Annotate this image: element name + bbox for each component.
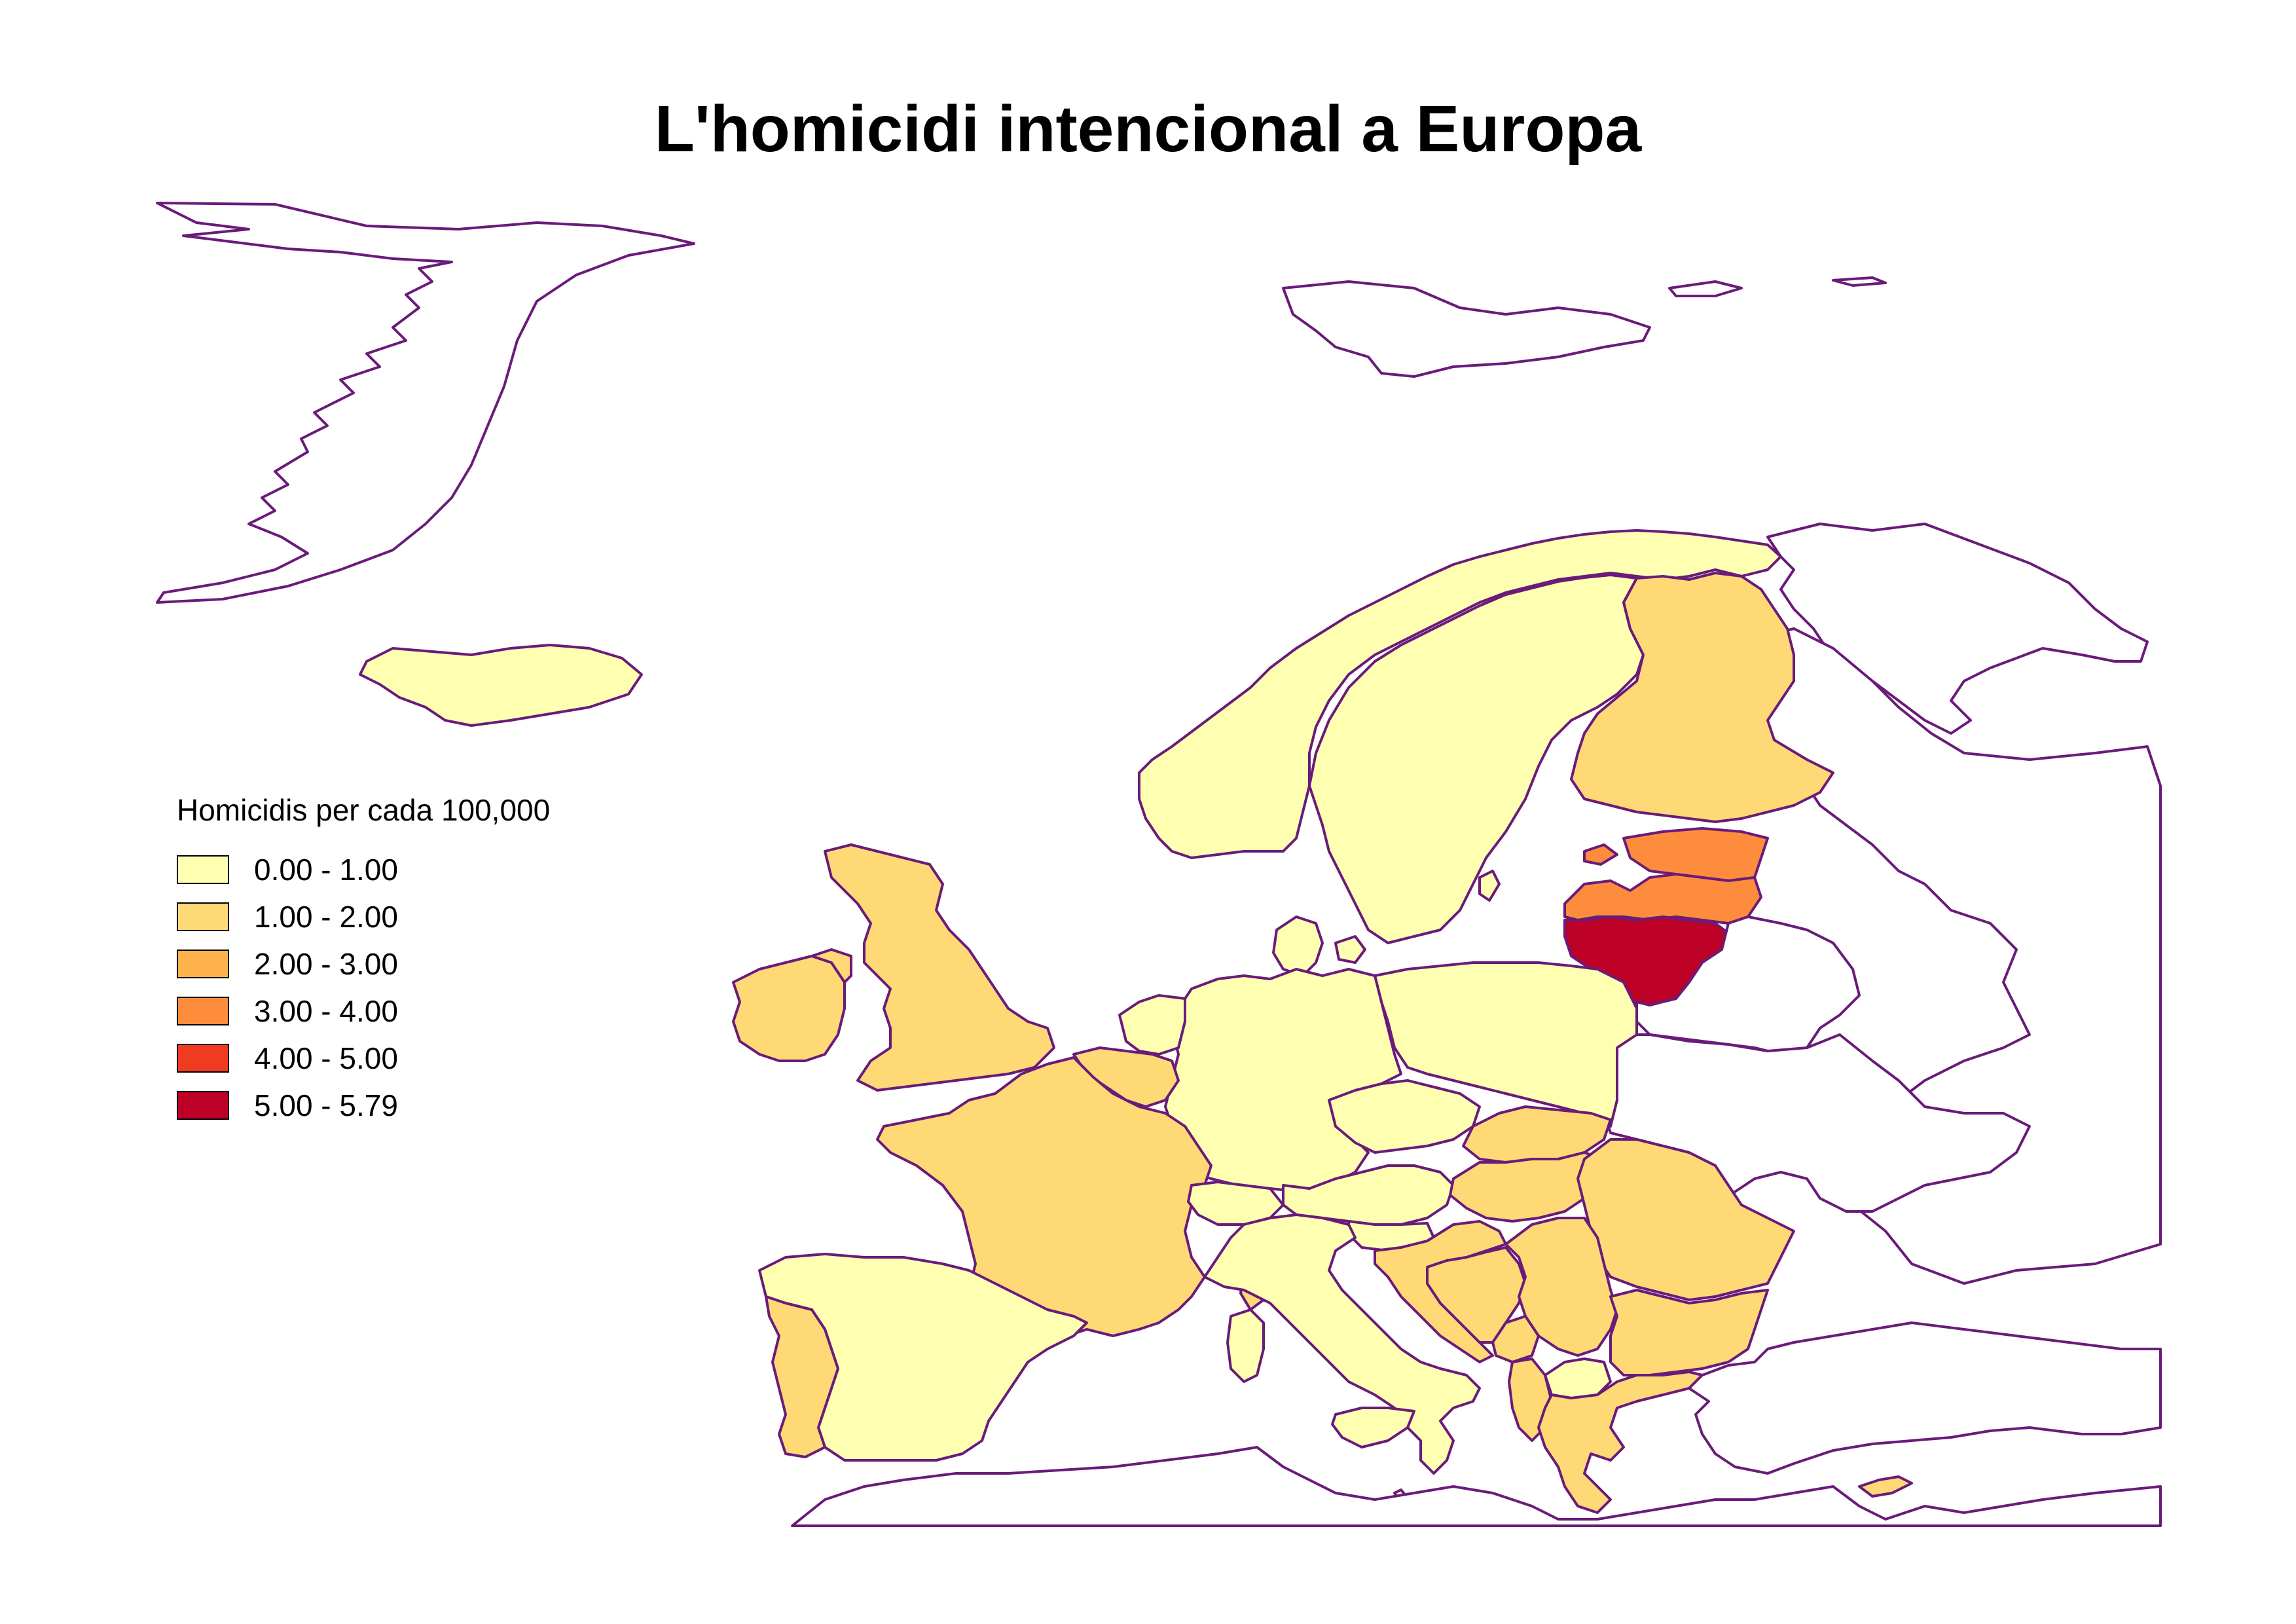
region-sweden <box>1308 574 1645 944</box>
legend-swatch <box>177 855 229 884</box>
legend-label: 0.00 - 1.00 <box>254 853 398 887</box>
region-svalbard <box>1282 280 1651 378</box>
legend-item: 1.00 - 2.00 <box>177 893 550 940</box>
legend-label: 1.00 - 2.00 <box>254 900 398 934</box>
legend-swatch <box>177 1091 229 1120</box>
legend-swatch <box>177 997 229 1025</box>
region-northern-ireland <box>811 948 852 984</box>
map-legend: Homicidis per cada 100,000 0.00 - 1.00 1.… <box>177 792 550 1129</box>
region-uk <box>824 843 1055 1092</box>
region-montenegro <box>1491 1315 1540 1363</box>
region-greenland <box>156 202 695 604</box>
region-estonia <box>1622 827 1769 882</box>
region-netherlands <box>1118 994 1186 1056</box>
region-norway <box>1138 529 1782 859</box>
region-france <box>876 1056 1212 1344</box>
region-gotland <box>1478 870 1501 902</box>
region-italy <box>1203 1213 1481 1475</box>
region-denmark <box>1272 915 1324 977</box>
map-regions <box>156 202 2162 1527</box>
region-sardinia <box>1226 1308 1265 1383</box>
region-cyprus <box>1858 1475 1913 1498</box>
region-bosnia <box>1426 1246 1527 1344</box>
legend-item: 4.00 - 5.00 <box>177 1035 550 1082</box>
region-estonia-isle <box>1583 843 1618 866</box>
region-iceland <box>359 644 643 727</box>
region-portugal <box>765 1295 839 1458</box>
legend-swatch <box>177 950 229 978</box>
legend-items: 0.00 - 1.00 1.00 - 2.00 2.00 - 3.00 3.00 - … <box>177 846 550 1129</box>
legend-swatch <box>177 902 229 931</box>
region-turkey <box>1688 1321 2162 1475</box>
region-greece <box>1537 1371 1704 1514</box>
region-sicily <box>1331 1407 1415 1449</box>
legend-item: 3.00 - 4.00 <box>177 987 550 1035</box>
region-svalbard-east <box>1668 280 1743 297</box>
region-denmark-zealand <box>1334 935 1366 964</box>
legend-label: 5.00 - 5.79 <box>254 1088 398 1122</box>
legend-label: 3.00 - 4.00 <box>254 994 398 1028</box>
legend-label: 2.00 - 3.00 <box>254 947 398 981</box>
legend-label: 4.00 - 5.00 <box>254 1041 398 1075</box>
legend-item: 5.00 - 5.79 <box>177 1082 550 1129</box>
legend-item: 0.00 - 1.00 <box>177 846 550 893</box>
region-ireland <box>732 955 846 1062</box>
region-russia <box>1766 523 2149 735</box>
region-poland <box>1374 961 1638 1128</box>
region-svalbard-isle <box>1832 276 1887 287</box>
legend-item: 2.00 - 3.00 <box>177 940 550 987</box>
region-north-africa <box>791 1446 2162 1527</box>
region-slovakia <box>1462 1105 1612 1164</box>
region-bulgaria <box>1609 1289 1769 1376</box>
map-title: L'homicidi intencional a Europa <box>654 92 1642 166</box>
legend-swatch <box>177 1044 229 1073</box>
region-finland <box>1570 572 1834 823</box>
legend-title: Homicidis per cada 100,000 <box>177 793 551 827</box>
region-serbia <box>1504 1217 1618 1357</box>
